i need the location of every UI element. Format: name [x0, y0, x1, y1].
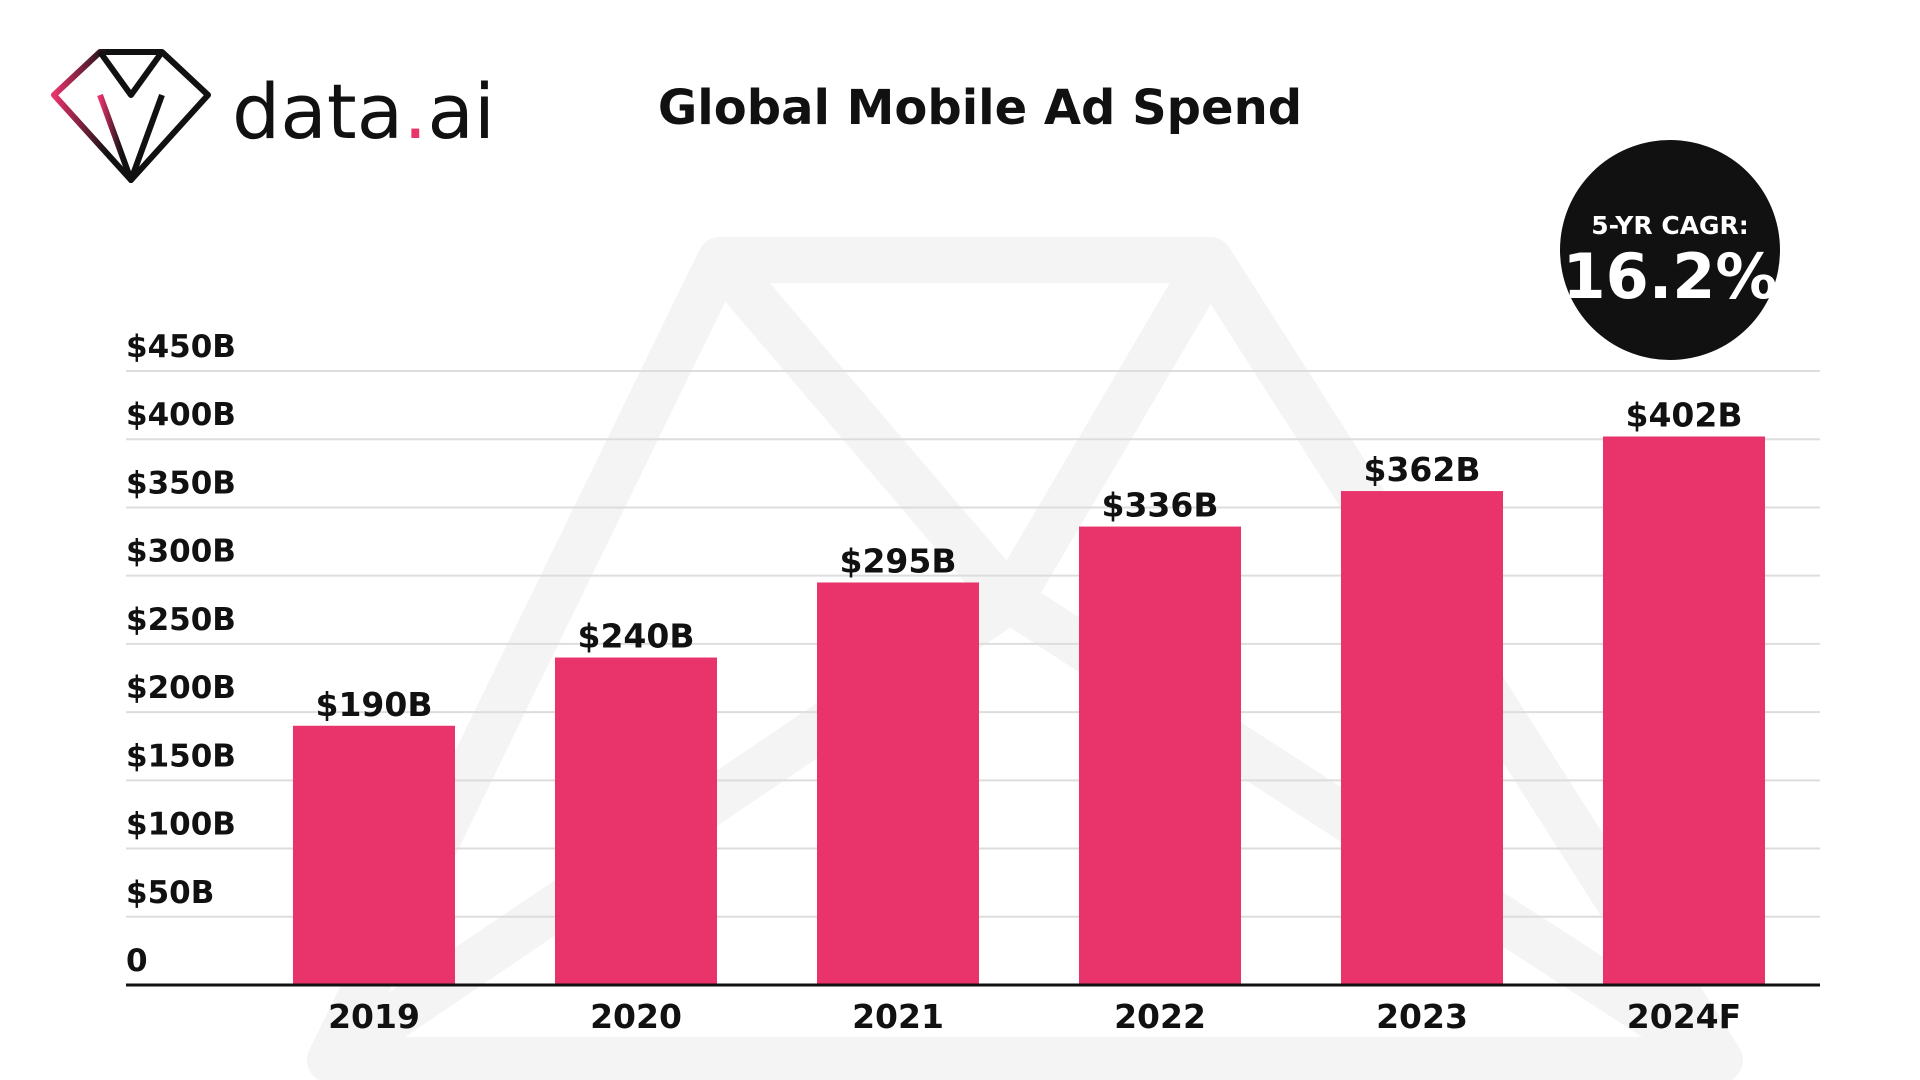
cagr-badge: 5-YR CAGR: 16.2%: [1560, 140, 1780, 360]
cagr-badge-caption: 5-YR CAGR:: [1591, 211, 1749, 240]
data-labels: $190B $240B $295B $336B $362B $402B: [316, 395, 1743, 723]
bar-2023: [1341, 491, 1503, 985]
cagr-badge-circle: [1560, 140, 1780, 360]
data-label-2023: $362B: [1364, 450, 1481, 489]
x-tick-label-2022: 2022: [1114, 997, 1206, 1036]
bar-2019: [293, 725, 455, 985]
bar-2021: [817, 582, 979, 985]
y-axis-tick-labels: 0 $50B $100B $150B $200B $250B $300B $350B $400B…: [126, 329, 236, 979]
y-tick-label: $400B: [126, 397, 236, 433]
y-tick-label: $150B: [126, 738, 236, 774]
x-axis-tick-labels: 2019 2020 2021 2022 2023 2024F: [328, 997, 1741, 1036]
y-tick-label: $350B: [126, 465, 236, 501]
watermark-diamond-icon: [307, 237, 1743, 1080]
chart-title: Global Mobile Ad Spend: [658, 80, 1302, 136]
x-tick-label-2024F: 2024F: [1627, 997, 1741, 1036]
y-tick-label: $450B: [126, 329, 236, 365]
brand-name: data.ai: [232, 67, 495, 156]
bar-2020: [555, 657, 717, 985]
bar-2024F: [1603, 436, 1765, 985]
data-label-2022: $336B: [1102, 486, 1219, 525]
bars: [293, 436, 1765, 985]
bar-2022: [1079, 526, 1241, 985]
diamond-icon: [51, 49, 211, 183]
x-tick-label-2020: 2020: [590, 997, 682, 1036]
x-tick-label-2021: 2021: [852, 997, 944, 1036]
y-tick-label: $50B: [126, 875, 214, 911]
data-label-2021: $295B: [840, 541, 957, 580]
y-tick-label: $300B: [126, 534, 236, 570]
x-tick-label-2023: 2023: [1376, 997, 1468, 1036]
data-label-2020: $240B: [578, 617, 695, 656]
y-tick-label: $100B: [126, 807, 236, 843]
y-tick-label: $250B: [126, 602, 236, 638]
x-tick-label-2019: 2019: [328, 997, 420, 1036]
data-label-2024F: $402B: [1626, 395, 1743, 434]
cagr-badge-value: 16.2%: [1562, 240, 1777, 313]
data-label-2019: $190B: [316, 685, 433, 724]
brand-logo: data.ai: [51, 49, 495, 183]
y-tick-label: 0: [126, 943, 148, 979]
y-tick-label: $200B: [126, 670, 236, 706]
